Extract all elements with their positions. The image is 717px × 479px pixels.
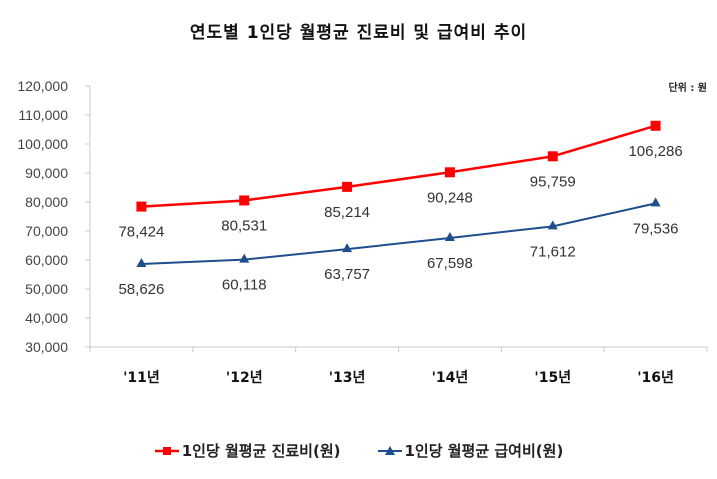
x-tick-label: '15년	[534, 370, 571, 386]
y-tick-label: 40,000	[25, 310, 68, 326]
data-label: 79,536	[633, 220, 679, 237]
data-label: 63,757	[324, 266, 370, 283]
legend: 1인당 월평균 진료비(원) 1인당 월평균 급여비(원)	[0, 440, 717, 461]
data-label: 67,598	[427, 255, 473, 272]
data-label: 60,118	[222, 277, 267, 294]
x-tick-label: '11년	[123, 370, 160, 386]
legend-item-benefit-cost: 1인당 월평균 급여비(원)	[377, 440, 564, 461]
square-marker-icon	[547, 151, 558, 162]
y-tick-label: 110,000	[18, 107, 68, 123]
data-label: 90,248	[427, 189, 473, 206]
y-tick-label: 80,000	[25, 194, 68, 210]
data-label: 78,424	[118, 224, 164, 241]
legend-label-treatment-cost: 1인당 월평균 진료비(원)	[181, 442, 341, 460]
legend-item-treatment-cost: 1인당 월평균 진료비(원)	[154, 440, 341, 461]
triangle-marker-icon	[342, 243, 353, 253]
data-label: 71,612	[530, 243, 576, 260]
y-tick-label: 60,000	[25, 252, 68, 268]
data-label: 95,759	[530, 173, 576, 190]
data-label: 58,626	[118, 281, 164, 298]
series-layer: 78,424 80,531 85,214 90,248 95,759 106,286 58,…	[118, 120, 683, 298]
x-tick-label: '16년	[637, 370, 674, 386]
y-tick-label: 30,000	[25, 339, 68, 355]
x-tick-label: '13년	[329, 370, 366, 386]
triangle-marker-icon	[239, 253, 250, 263]
y-axis: 120,000 110,000 100,000 90,000 80,000 70,000 6…	[17, 78, 91, 355]
triangle-marker-icon	[444, 231, 455, 241]
legend-label-benefit-cost: 1인당 월평균 급여비(원)	[404, 442, 564, 460]
unit-label: 단위 : 원	[668, 83, 707, 94]
y-tick-label: 70,000	[25, 223, 68, 239]
square-marker-icon	[444, 167, 455, 178]
data-label: 85,214	[324, 204, 370, 221]
treatment-cost-line	[141, 124, 656, 208]
blue-triangle-marker-icon	[377, 445, 402, 455]
triangle-marker-icon	[547, 220, 558, 230]
square-marker-icon	[650, 120, 661, 131]
data-label: 80,531	[221, 217, 267, 234]
square-marker-icon	[342, 181, 353, 192]
x-axis: '11년 '12년 '13년 '14년 '15년 '16년	[89, 346, 708, 386]
y-tick-label: 100,000	[17, 136, 68, 152]
y-tick-label: 120,000	[17, 78, 68, 94]
benefit-cost-line	[141, 202, 656, 265]
chart-title: 연도별 1인당 월평균 진료비 및 급여비 추이	[189, 23, 528, 43]
square-marker-icon	[239, 195, 250, 206]
red-square-marker-icon	[154, 446, 179, 455]
y-tick-label: 50,000	[25, 281, 68, 297]
data-label: 106,286	[628, 143, 682, 160]
triangle-marker-icon	[136, 257, 147, 267]
square-marker-icon	[136, 201, 147, 212]
triangle-marker-icon	[650, 197, 661, 207]
x-tick-label: '14년	[432, 370, 469, 386]
y-tick-label: 90,000	[25, 165, 68, 181]
x-tick-label: '12년	[226, 370, 263, 386]
